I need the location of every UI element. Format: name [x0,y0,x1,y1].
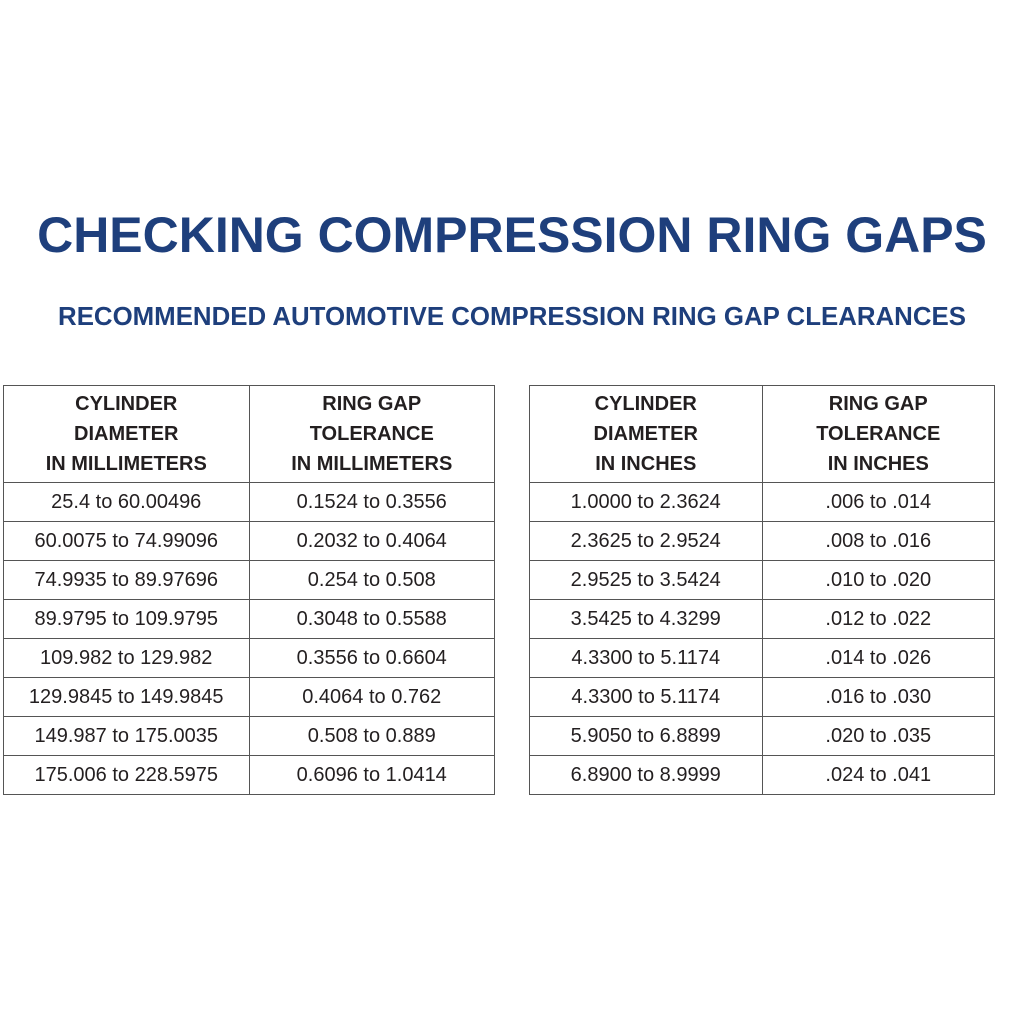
table-cell: .012 to .022 [761,599,995,639]
table-row: 74.9935 to 89.97696 0.254 to 0.508 [3,560,495,600]
table-row: 2.9525 to 3.5424.010 to .020 [529,560,995,600]
table-cell: 74.9935 to 89.97696 [3,560,250,600]
table-cell: .010 to .020 [761,560,995,600]
table-row: 2.3625 to 2.9524.008 to .016 [529,521,995,561]
column-header-line: RING GAP [322,393,422,415]
table-row: 6.8900 to 8.9999.024 to .041 [529,755,995,795]
table-cell: 60.0075 to 74.99096 [3,521,250,561]
table-row: 175.006 to 228.5975 0.6096 to 1.0414 [3,755,495,795]
column-header-line: IN INCHES [595,453,697,475]
table-cell: 6.8900 to 8.9999 [529,755,763,795]
column-header: CYLINDER DIAMETER IN MILLIMETERS [3,385,250,483]
page-subtitle: RECOMMENDED AUTOMOTIVE COMPRESSION RING … [58,303,966,331]
inches-table: CYLINDER DIAMETER IN INCHES RING GAP TOLERAN… [529,385,995,795]
table-cell: 89.9795 to 109.9795 [3,599,250,639]
table-row: 109.982 to 129.982 0.3556 to 0.6604 [3,638,495,678]
table-cell: 0.3048 to 0.5588 [248,599,495,639]
column-header-line: TOLERANCE [309,423,434,445]
table-cell: 0.1524 to 0.3556 [248,482,495,522]
table-row: 129.9845 to 149.9845 0.4064 to 0.762 [3,677,495,717]
column-header-line: IN MILLIMETERS [291,453,453,475]
table-cell: .020 to .035 [761,716,995,756]
column-header-line: CYLINDER [594,393,697,415]
column-header: RING GAP TOLERANCE IN MILLIMETERS [248,385,495,483]
column-header-line: DIAMETER [593,423,698,445]
table-cell: 0.2032 to 0.4064 [248,521,495,561]
table-row: 89.9795 to 109.9795 0.3048 to 0.5588 [3,599,495,639]
table-cell: 4.3300 to 5.1174 [529,638,763,678]
table-row: 149.987 to 175.0035 0.508 to 0.889 [3,716,495,756]
table-row: 25.4 to 60.00496 0.1524 to 0.3556 [3,482,495,522]
table-row: 1.0000 to 2.3624.006 to .014 [529,482,995,522]
table-cell: 175.006 to 228.5975 [3,755,250,795]
table-cell: 0.254 to 0.508 [248,560,495,600]
table-cell: 0.508 to 0.889 [248,716,495,756]
table-cell: 3.5425 to 4.3299 [529,599,763,639]
table-cell: .006 to .014 [761,482,995,522]
column-header-line: IN MILLIMETERS [45,453,207,475]
page-title: CHECKING COMPRESSION RING GAPS [37,207,987,263]
table-row: 4.3300 to 5.1174.016 to .030 [529,677,995,717]
table-row: 4.3300 to 5.1174.014 to .026 [529,638,995,678]
table-cell: .008 to .016 [761,521,995,561]
table-cell: .016 to .030 [761,677,995,717]
table-cell: 149.987 to 175.0035 [3,716,250,756]
table-cell: 1.0000 to 2.3624 [529,482,763,522]
table-cell: 2.9525 to 3.5424 [529,560,763,600]
page-title-wrap: CHECKING COMPRESSION RING GAPS [0,195,1024,275]
page-subtitle-wrap: RECOMMENDED AUTOMOTIVE COMPRESSION RING … [0,301,1024,333]
table-cell: 25.4 to 60.00496 [3,482,250,522]
table-cell: 109.982 to 129.982 [3,638,250,678]
table-cell: .024 to .041 [761,755,995,795]
table-cell: 129.9845 to 149.9845 [3,677,250,717]
table-cell: 0.6096 to 1.0414 [248,755,495,795]
millimeters-table: CYLINDER DIAMETER IN MILLIMETERS RING GAP TO… [3,385,495,795]
column-header-line: CYLINDER [75,393,178,415]
table-cell: .014 to .026 [761,638,995,678]
column-header-line: RING GAP [828,393,928,415]
table-row: 5.9050 to 6.8899.020 to .035 [529,716,995,756]
table-row: 3.5425 to 4.3299.012 to .022 [529,599,995,639]
table-cell: 5.9050 to 6.8899 [529,716,763,756]
table-cell: 2.3625 to 2.9524 [529,521,763,561]
table-cell: 0.3556 to 0.6604 [248,638,495,678]
table-cell: 4.3300 to 5.1174 [529,677,763,717]
table-cell: 0.4064 to 0.762 [248,677,495,717]
header-row: CYLINDER DIAMETER IN INCHES RING GAP TOLERAN… [529,385,995,483]
column-header-line: DIAMETER [74,423,179,445]
column-header: RING GAP TOLERANCE IN INCHES [761,385,995,483]
header-row: CYLINDER DIAMETER IN MILLIMETERS RING GAP TO… [3,385,495,483]
column-header-line: TOLERANCE [816,423,941,445]
column-header: CYLINDER DIAMETER IN INCHES [529,385,763,483]
table-row: 60.0075 to 74.99096 0.2032 to 0.4064 [3,521,495,561]
column-header-line: IN INCHES [827,453,929,475]
